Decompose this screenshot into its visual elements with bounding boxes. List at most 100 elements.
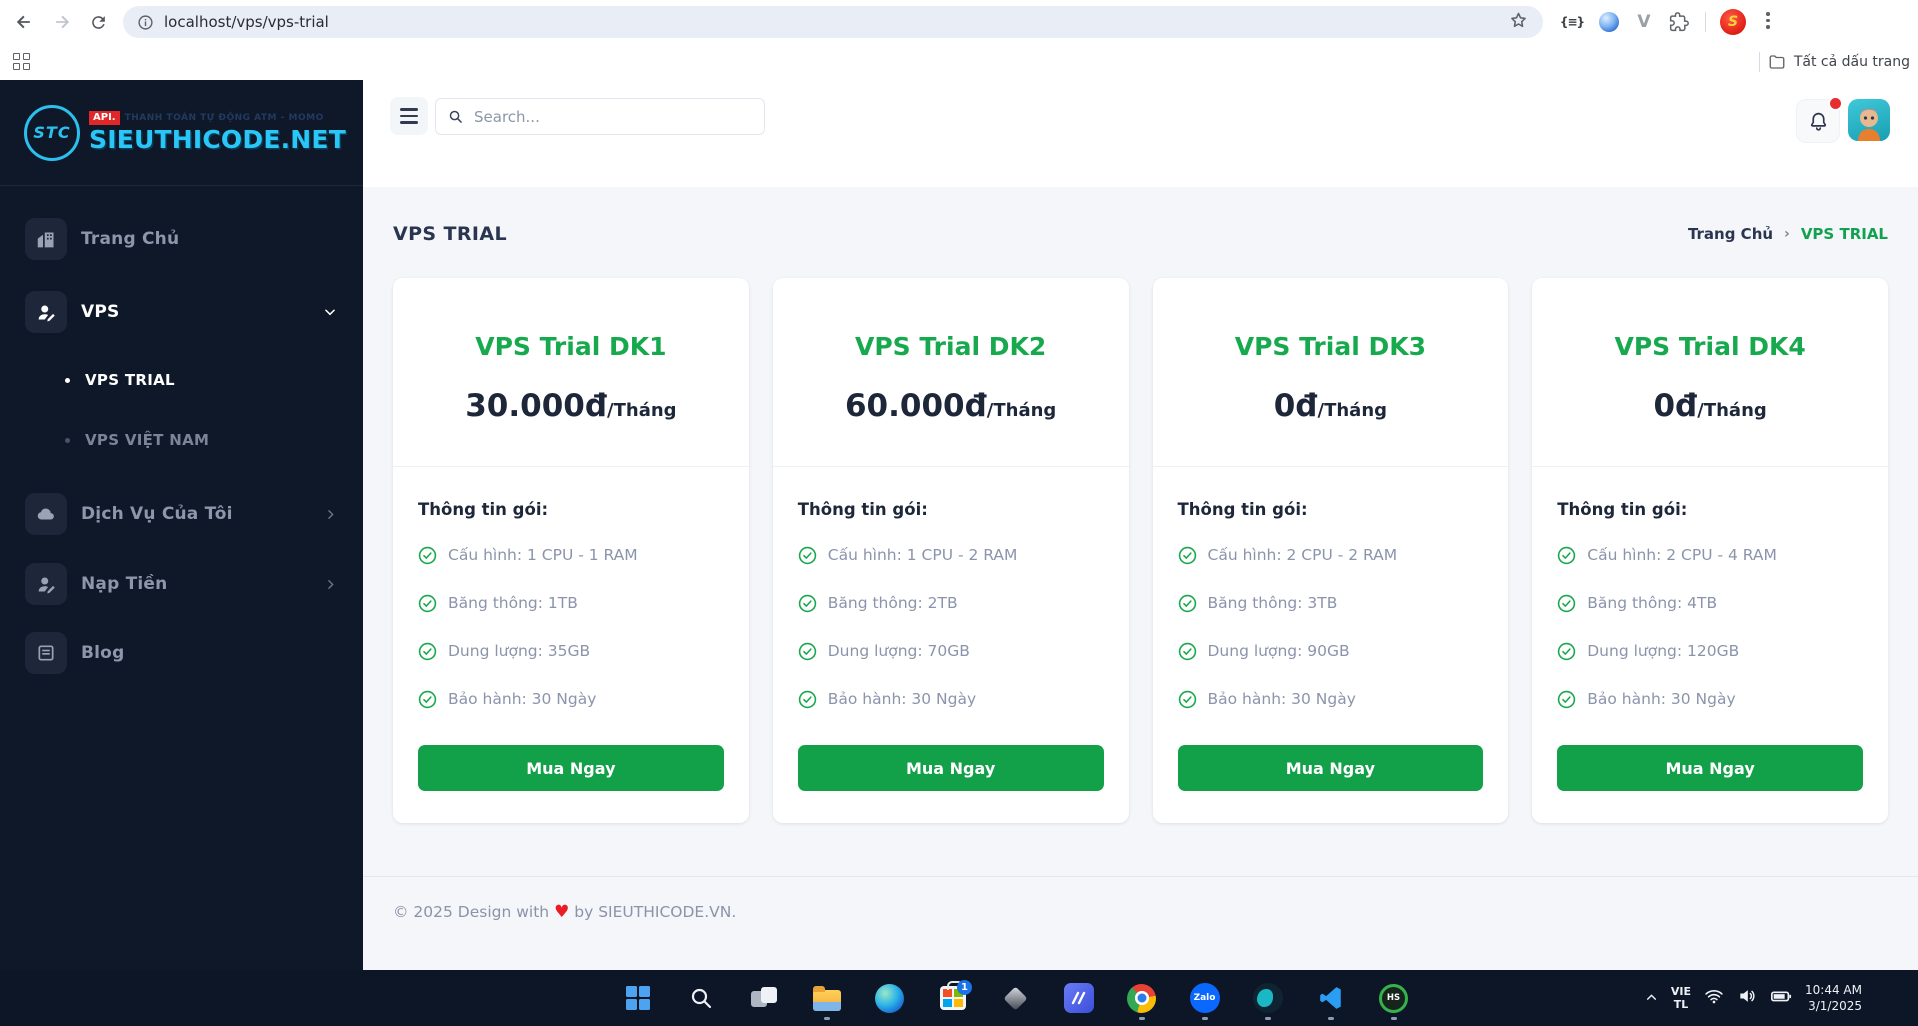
check-circle-icon [1178,594,1197,613]
all-bookmarks-label[interactable]: Tất cả dấu trang [1793,54,1910,70]
buy-now-button[interactable]: Mua Ngay [418,745,724,791]
browser-menu-icon[interactable] [1766,12,1770,29]
sidebar-subitem-vps-vietnam[interactable]: VPS VIỆT NAM [65,431,209,449]
battery-icon[interactable] [1770,985,1792,1011]
sidebar-item-label: Trang Chủ [81,229,180,249]
refresh-icon[interactable] [86,10,110,34]
plan-price: 0đ/Tháng [1153,387,1509,430]
feature-text: Cấu hình: 2 CPU - 4 RAM [1587,546,1777,564]
taskbar-search-icon[interactable] [679,977,722,1020]
taskbar: 1 Zalo HS VIE TL [0,970,1918,1026]
check-circle-icon [1178,546,1197,565]
feature-item: Cấu hình: 2 CPU - 4 RAM [1557,531,1863,579]
logo-tagline: THANH TOÁN TỰ ĐỘNG ATM - MOMO [124,113,324,123]
plan-price: 30.000đ/Tháng [393,387,749,430]
url-text: localhost/vps/vps-trial [164,13,329,31]
bookmark-star-icon[interactable] [1508,10,1529,35]
sidebar-item-blog[interactable]: Blog [25,632,343,674]
dev-app-icon[interactable] [1057,977,1100,1020]
heart-icon: ♥ [554,902,570,922]
cloud-icon [25,493,67,535]
price-amount: 30.000đ [465,388,608,424]
check-circle-icon [1557,546,1576,565]
feature-item: Dung lượng: 90GB [1178,627,1484,675]
site-info-icon[interactable] [137,14,154,31]
back-icon[interactable] [12,10,36,34]
card-divider [772,466,1129,467]
feature-item: Băng thông: 4TB [1557,579,1863,627]
buy-now-button[interactable]: Mua Ngay [797,745,1104,791]
footer-text: © 2025 Design with [393,903,550,921]
check-circle-icon [418,690,437,709]
extension-braces-icon[interactable]: {≡} [1559,15,1585,29]
package-info-title: Thông tin gói: [1557,500,1688,519]
volume-icon[interactable] [1737,986,1757,1010]
diamond-app-icon[interactable] [994,977,1037,1020]
teal-app-icon[interactable] [1246,977,1289,1020]
sidebar-item-label: Dịch Vụ Của Tôi [81,504,233,524]
chrome-icon[interactable] [1120,977,1163,1020]
plan-price: 0đ/Tháng [1532,387,1888,430]
feature-item: Bảo hành: 30 Ngày [1557,675,1863,723]
url-bar[interactable]: localhost/vps/vps-trial [123,6,1543,38]
feature-item: Băng thông: 2TB [798,579,1104,627]
check-circle-icon [1557,594,1576,613]
breadcrumb-home[interactable]: Trang Chủ [1687,225,1774,243]
sidebar-subitem-vps-trial[interactable]: VPS TRIAL [65,371,175,389]
package-info-title: Thông tin gói: [1177,500,1308,519]
extension-globe-icon[interactable] [1597,10,1621,34]
buy-now-button[interactable]: Mua Ngay [1557,745,1863,791]
notifications-button[interactable] [1796,96,1843,143]
feature-list: Cấu hình: 1 CPU - 2 RAM Băng thông: 2TB Du… [798,531,1104,723]
search-box[interactable] [435,98,765,135]
search-input[interactable] [472,106,752,127]
package-info-title: Thông tin gói: [797,500,928,519]
buy-now-button[interactable]: Mua Ngay [1177,745,1484,791]
task-view-icon[interactable] [742,977,785,1020]
forward-icon[interactable] [50,10,74,34]
chevron-down-icon [323,305,337,319]
sidebar-item-home[interactable]: Trang Chủ [25,218,343,260]
sidebar-item-topup[interactable]: Nạp Tiền [25,563,343,605]
zalo-icon[interactable]: Zalo [1183,977,1226,1020]
feature-item: Bảo hành: 30 Ngày [418,675,724,723]
file-explorer-icon[interactable] [805,977,848,1020]
check-circle-icon [418,546,437,565]
sidebar-subitem-label: VPS TRIAL [85,371,175,389]
hs-app-icon[interactable]: HS [1372,977,1415,1020]
sidebar-item-my-services[interactable]: Dịch Vụ Của Tôi [25,493,343,535]
start-button[interactable] [616,977,659,1020]
feature-text: Băng thông: 3TB [1207,594,1338,612]
bookmarks-bar: Tất cả dấu trang [0,44,1918,81]
apps-grid-icon[interactable] [13,53,31,71]
feature-item: Dung lượng: 120GB [1557,627,1863,675]
sidebar-subitem-label: VPS VIỆT NAM [85,431,210,449]
extension-v-icon[interactable]: V [1637,12,1651,32]
tray-chevron-up-icon[interactable] [1645,989,1658,1008]
vscode-icon[interactable] [1309,977,1352,1020]
user-avatar[interactable] [1848,99,1890,141]
main-area: VPS TRIAL Trang Chủ › VPS TRIAL VPS Tria… [363,80,1918,970]
edge-icon[interactable] [868,977,911,1020]
price-amount: 0đ [1653,388,1698,424]
store-notification-badge: 1 [957,979,972,995]
system-tray: VIE TL 10:44 AM 3/1/2025 [1645,970,1862,1026]
breadcrumb: Trang Chủ › VPS TRIAL [1688,225,1888,243]
profile-avatar[interactable]: S [1720,9,1746,35]
plan-price: 60.000đ/Tháng [773,387,1129,430]
language-indicator[interactable]: VIE TL [1670,985,1692,1011]
clock[interactable]: 10:44 AM 3/1/2025 [1805,983,1862,1013]
wifi-icon[interactable] [1704,986,1724,1010]
sidebar-item-vps[interactable]: VPS [25,291,343,333]
extensions-puzzle-icon[interactable] [1666,10,1692,34]
plan-name: VPS Trial DK2 [855,332,1047,361]
plan-name: VPS Trial DK3 [1234,332,1426,361]
api-badge: API. [89,111,120,125]
feature-text: Cấu hình: 2 CPU - 2 RAM [1207,546,1398,564]
feature-item: Bảo hành: 30 Ngày [798,675,1104,723]
site-logo[interactable]: STC API. THANH TOÁN TỰ ĐỘNG ATM - MOMO S… [0,80,363,186]
toolbar-divider [1705,12,1706,32]
hamburger-menu-button[interactable] [390,97,428,135]
microsoft-store-icon[interactable]: 1 [931,977,974,1020]
